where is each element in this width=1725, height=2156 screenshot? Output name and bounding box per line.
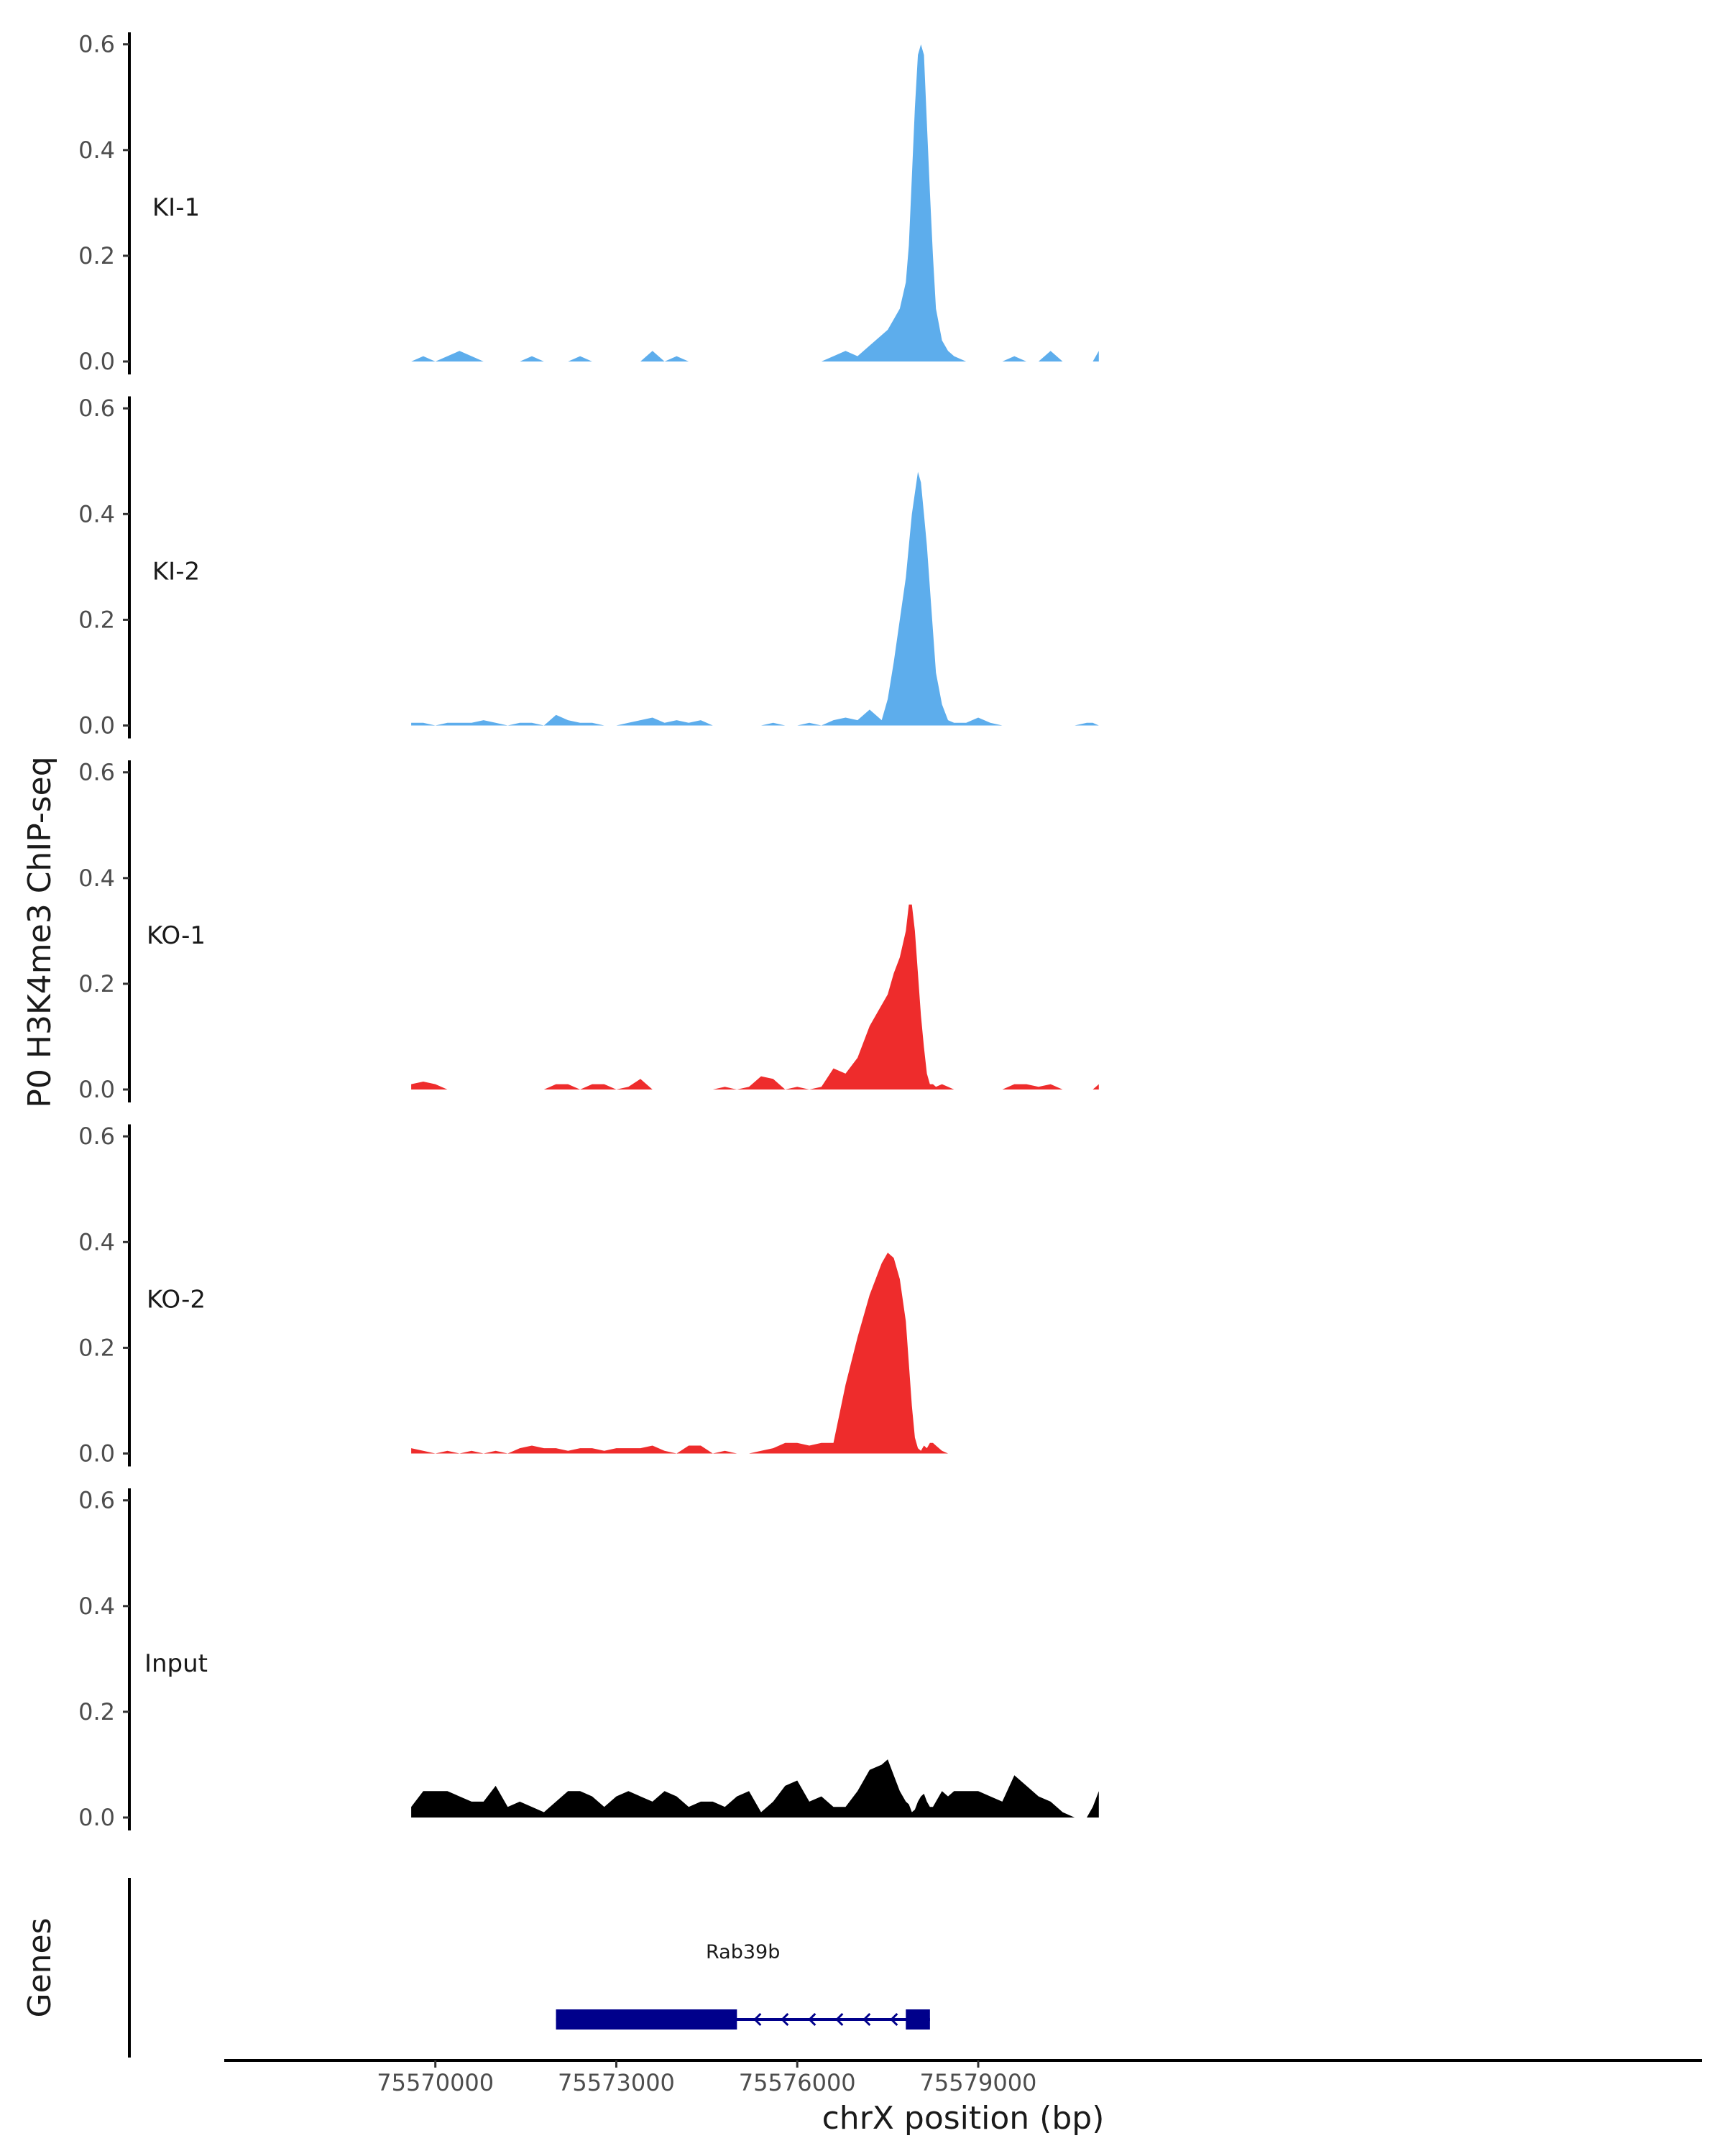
strand-arrow xyxy=(835,2012,844,2027)
signal-area-ko-2 xyxy=(411,1253,1099,1454)
y-tick-label: 0.4 xyxy=(78,865,115,892)
strand-arrow xyxy=(753,2012,762,2027)
strand-arrow xyxy=(808,2012,816,2027)
track-input: 0.0 0.2 0.4 0.6 Input xyxy=(78,1487,1099,1831)
y-tick-label: 0.4 xyxy=(78,137,115,164)
y-tick-label: 0.4 xyxy=(78,1228,115,1256)
strand-arrow xyxy=(890,2012,898,2027)
y-tick-label: 0.0 xyxy=(78,712,115,740)
y-tick-label: 0.2 xyxy=(78,1334,115,1361)
x-axis-title: chrX position (bp) xyxy=(822,2100,1105,2137)
x-tick-label: 75570000 xyxy=(377,2069,494,2096)
gene-label: Rab39b xyxy=(706,1941,780,1963)
y-tick-label: 0.6 xyxy=(78,1487,115,1514)
y-axis-title: P0 H3K4me3 ChIP-seq xyxy=(22,756,58,1107)
strand-arrow xyxy=(781,2012,789,2027)
track-ki-1: 0.0 0.2 0.4 0.6 KI-1 xyxy=(78,31,1099,375)
strand-arrow xyxy=(862,2012,871,2027)
y-tick-label: 0.0 xyxy=(78,348,115,375)
y-tick-label: 0.2 xyxy=(78,1698,115,1726)
y-tick-label: 0.4 xyxy=(78,1593,115,1620)
track-label: KO-2 xyxy=(147,1286,206,1314)
x-tick-label: 75579000 xyxy=(920,2069,1037,2096)
y-tick-label: 0.4 xyxy=(78,500,115,528)
genes-axis-title: Genes xyxy=(22,1917,58,2017)
y-tick-label: 0.0 xyxy=(78,1440,115,1468)
y-tick-label: 0.0 xyxy=(78,1076,115,1103)
signal-area-input xyxy=(411,1759,1099,1818)
gene-exon xyxy=(906,2009,930,2030)
track-label: KO-1 xyxy=(147,921,206,950)
y-tick-label: 0.0 xyxy=(78,1804,115,1831)
x-axis: 75570000 75573000 75576000 75579000 xyxy=(224,2059,1702,2096)
y-tick-label: 0.2 xyxy=(78,242,115,270)
signal-area-ki-2 xyxy=(411,471,1099,726)
gene-exon xyxy=(556,2009,737,2030)
x-tick-label: 75573000 xyxy=(558,2069,675,2096)
track-ko-2: 0.0 0.2 0.4 0.6 KO-2 xyxy=(78,1123,1099,1468)
x-tick-label: 75576000 xyxy=(739,2069,856,2096)
track-label: KI-1 xyxy=(152,193,200,222)
y-tick-label: 0.2 xyxy=(78,970,115,998)
signal-area-ki-1 xyxy=(411,44,1099,361)
y-tick-label: 0.6 xyxy=(78,759,115,786)
track-ko-1: 0.0 0.2 0.4 0.6 KO-1 xyxy=(78,759,1099,1103)
y-tick-label: 0.6 xyxy=(78,1123,115,1150)
track-label: Input xyxy=(144,1649,208,1678)
track-panels: 0.00.20.40.6KI-10.00.20.40.6KI-20.00.20.… xyxy=(78,31,1099,1831)
signal-area-ko-1 xyxy=(411,904,1099,1089)
y-tick-label: 0.6 xyxy=(78,31,115,58)
y-tick-label: 0.2 xyxy=(78,606,115,633)
track-ki-2: 0.0 0.2 0.4 0.6 KI-2 xyxy=(78,395,1099,740)
gene-panel: Rab39b xyxy=(128,1878,930,2058)
track-label: KI-2 xyxy=(152,558,200,586)
y-tick-label: 0.6 xyxy=(78,395,115,422)
